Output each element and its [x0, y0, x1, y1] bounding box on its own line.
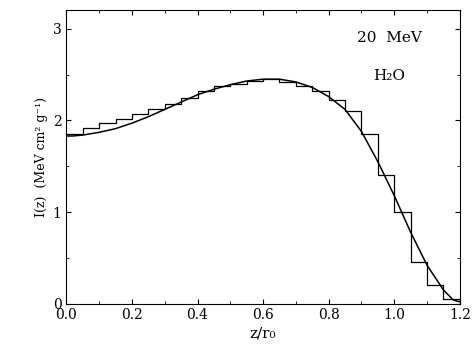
X-axis label: z/r₀: z/r₀	[250, 327, 276, 341]
Text: 20  MeV: 20 MeV	[356, 31, 421, 45]
Y-axis label: I(z)  (MeV cm² g⁻¹): I(z) (MeV cm² g⁻¹)	[36, 97, 48, 217]
Text: H₂O: H₂O	[373, 69, 405, 83]
